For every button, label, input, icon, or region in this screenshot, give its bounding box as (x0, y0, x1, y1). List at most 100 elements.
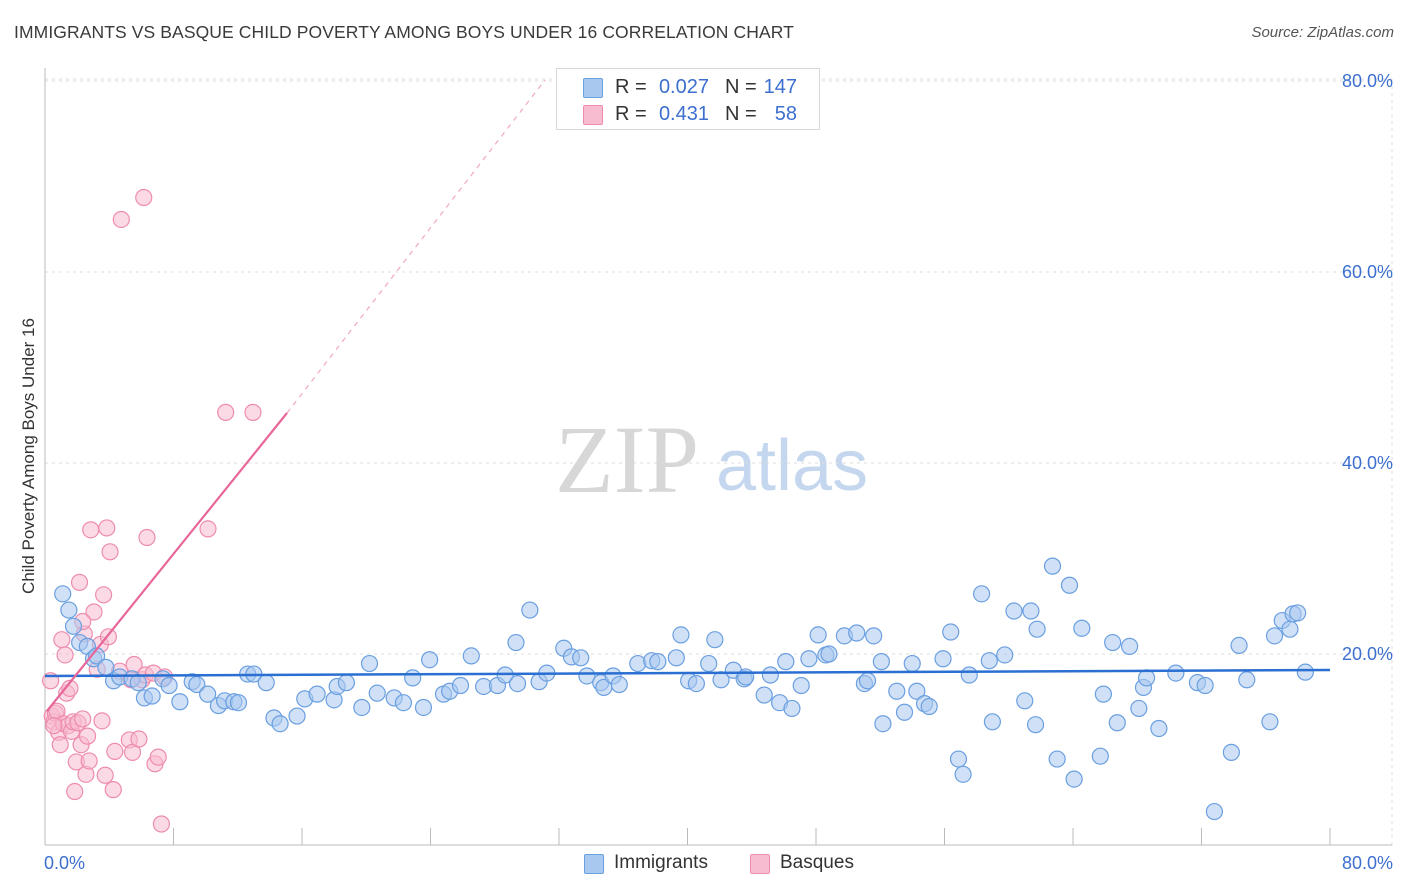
basques-point (104, 781, 122, 799)
basques-point (95, 586, 113, 604)
immigrant-point (1094, 685, 1112, 703)
immigrant-point (1167, 664, 1185, 682)
immigrant-point (761, 666, 779, 684)
n-value: 58 (774, 103, 797, 125)
basques-point (98, 519, 116, 537)
immigrant-point (1048, 750, 1066, 768)
immigrant-point (1108, 714, 1126, 732)
immigrant-point (1196, 676, 1214, 695)
immigrant-point (462, 647, 480, 665)
immigrant-point (60, 601, 78, 619)
immigrant-point (1104, 633, 1122, 652)
watermark-atlas: atlas (716, 426, 868, 506)
immigrant-point (521, 601, 539, 619)
immigrant-point (1296, 663, 1314, 681)
immigrant-point (895, 703, 914, 721)
immigrant-point (257, 674, 275, 692)
immigrant-point (667, 649, 685, 667)
immigrant-point (858, 672, 877, 690)
immigrant-point (908, 682, 926, 700)
immigrant-point (572, 649, 590, 667)
immigrant-point (783, 699, 801, 718)
immigrant-point (1043, 557, 1062, 575)
immigrant-point (809, 626, 827, 644)
immigrant-point (271, 715, 289, 733)
immigrant-point (610, 675, 628, 694)
immigrant-point (353, 698, 371, 717)
n-value: 147 (763, 76, 797, 98)
immigrant-point (980, 652, 998, 670)
immigrant-point (792, 676, 810, 695)
immigrants-legend-swatch (584, 854, 604, 874)
immigrant-point (1261, 713, 1279, 731)
immigrants-swatch (583, 78, 603, 98)
immigrant-point (1230, 636, 1248, 655)
basques-point (51, 736, 69, 754)
immigrant-point (874, 715, 892, 733)
immigrant-point (1028, 620, 1046, 638)
basques-point (85, 603, 103, 621)
immigrant-point (755, 686, 773, 704)
n-label: N = (725, 103, 757, 125)
basques-point (138, 528, 156, 547)
immigrant-point (942, 623, 960, 641)
immigrant-point (700, 654, 718, 673)
y-tick-label: 60.0% (1342, 262, 1393, 282)
immigrant-point (1289, 604, 1307, 622)
immigrant-point (188, 675, 206, 694)
immigrant-point (1137, 669, 1156, 687)
basques-point (135, 188, 153, 207)
immigrant-point (1026, 716, 1045, 734)
immigrant-point (199, 685, 217, 703)
immigrant-point (629, 654, 647, 673)
immigrant-point (507, 633, 525, 652)
basques-point (80, 752, 98, 770)
immigrant-point (229, 694, 248, 712)
immigrant-point (160, 676, 178, 695)
immigrant-point (1073, 619, 1091, 637)
immigrant-point (1265, 627, 1284, 645)
immigrant-point (414, 698, 433, 717)
immigrant-point (360, 654, 379, 673)
immigrant-point (706, 631, 724, 649)
immigrant-point (800, 650, 818, 668)
immigrant-point (1005, 602, 1023, 620)
immigrant-point (954, 765, 972, 783)
immigrant-point (368, 684, 386, 702)
immigrants-legend-label: Immigrants (614, 852, 708, 873)
grid (45, 78, 1393, 845)
legend-row-basques: R = 0.431 N = 58 (557, 101, 819, 127)
correlation-legend: R = 0.027 N = 147 R = 0.431 N = 58 (556, 68, 820, 130)
basques-point (152, 815, 171, 833)
basques-point (56, 646, 74, 664)
immigrant-point (508, 675, 527, 693)
n-label: N = (725, 76, 757, 98)
immigrant-point (903, 654, 921, 673)
basques-point (78, 727, 97, 745)
immigrant-point (983, 713, 1001, 731)
immigrant-point (949, 750, 968, 768)
basques-point (74, 710, 92, 728)
basques-point (244, 403, 262, 421)
r-value: 0.027 (658, 76, 709, 98)
basques-legend-swatch (750, 854, 770, 874)
basques-point (93, 712, 111, 730)
basques-point (149, 748, 167, 766)
x-tick-label: 80.0% (1342, 853, 1393, 873)
basques-trendline-extension (286, 79, 546, 414)
immigrant-point (848, 624, 866, 642)
watermark: ZIP atlas (555, 406, 868, 513)
basques-point (45, 717, 63, 735)
immigrant-point (1238, 671, 1256, 689)
immigrant-point (672, 626, 690, 644)
basques-point (112, 210, 130, 229)
immigrant-point (54, 585, 72, 603)
immigrant-point (578, 667, 596, 685)
tick-labels: 20.0% 40.0% 60.0% 80.0% 0.0% 80.0% (44, 71, 1393, 873)
immigrant-point (1022, 602, 1040, 620)
basques-point (130, 730, 148, 748)
immigrant-point (934, 650, 952, 668)
immigrant-point (1130, 699, 1148, 718)
basques-point (101, 543, 119, 561)
